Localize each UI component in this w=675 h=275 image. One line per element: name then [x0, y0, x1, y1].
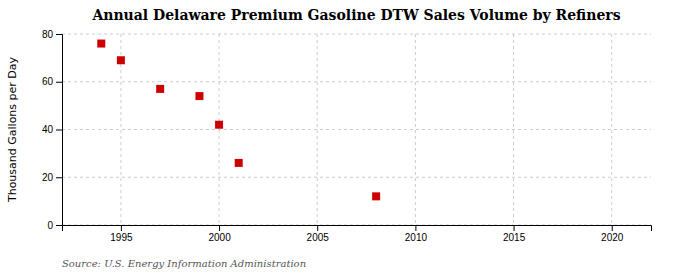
- tick-mark: [56, 82, 62, 83]
- tick-mark: [56, 177, 62, 178]
- tick: 2010: [405, 225, 428, 243]
- point: [215, 121, 223, 129]
- title: Annual Delaware Premium Gasoline DTW Sal…: [91, 7, 620, 23]
- grid-line-x: [415, 34, 416, 225]
- axis-line: [63, 226, 652, 232]
- tick: 2020: [601, 225, 624, 243]
- y-axis-title: Thousand Gallons per Day: [6, 56, 19, 203]
- tick: 2015: [503, 225, 526, 243]
- tick-mark: [415, 225, 416, 231]
- tick: 60: [42, 76, 62, 87]
- tick-mark: [121, 225, 122, 231]
- tick-mark: [56, 225, 62, 226]
- point: [195, 92, 203, 100]
- tick-mark: [219, 225, 220, 231]
- tick-label: 2000: [208, 232, 231, 243]
- annotation: Source: U.S. Energy Information Administ…: [62, 258, 306, 269]
- tick-label: 0: [47, 220, 53, 231]
- tick-label: 80: [42, 29, 54, 40]
- tick-label: 2015: [503, 232, 526, 243]
- tick: 1995: [110, 225, 133, 243]
- tick-label: 2020: [601, 232, 624, 243]
- point: [97, 40, 105, 48]
- tick-mark: [514, 225, 515, 231]
- tick-label: 40: [42, 124, 54, 135]
- tick-label: 20: [42, 172, 54, 183]
- x-axis: 1995 2000 2005 2010 2015 2020: [63, 225, 652, 243]
- grid-line-y: [62, 81, 651, 82]
- tick: 2005: [307, 225, 330, 243]
- tick: 2000: [208, 225, 231, 243]
- point: [235, 159, 243, 167]
- point: [372, 192, 380, 200]
- point: [156, 85, 164, 93]
- grid: [62, 34, 651, 225]
- y-axis: 0 20 40 60 80: [42, 29, 63, 231]
- axis-line: [56, 35, 63, 226]
- tick: 40: [42, 124, 62, 135]
- point: [117, 56, 125, 64]
- grid-line-x: [611, 34, 612, 225]
- tick-label: 2010: [405, 232, 428, 243]
- tick-label: 2005: [307, 232, 330, 243]
- chart: 1995 2000 2005 2010 2015 2020 0 20 40 60 80 Annual …: [0, 0, 675, 275]
- tick: 0: [47, 220, 62, 231]
- tick-label: 1995: [110, 232, 133, 243]
- tick: 20: [42, 172, 62, 183]
- grid-line-y: [62, 129, 651, 130]
- tick-mark: [612, 225, 613, 231]
- grid-line-y: [62, 177, 651, 178]
- grid-line-y: [62, 34, 651, 35]
- tick-label: 60: [42, 76, 54, 87]
- tick-mark: [56, 34, 62, 35]
- points: [97, 40, 380, 201]
- tick-mark: [56, 130, 62, 131]
- tick: 80: [42, 29, 62, 40]
- plot: 1995 2000 2005 2010 2015 2020 0 20 40 60 80: [42, 29, 652, 243]
- tick-mark: [317, 225, 318, 231]
